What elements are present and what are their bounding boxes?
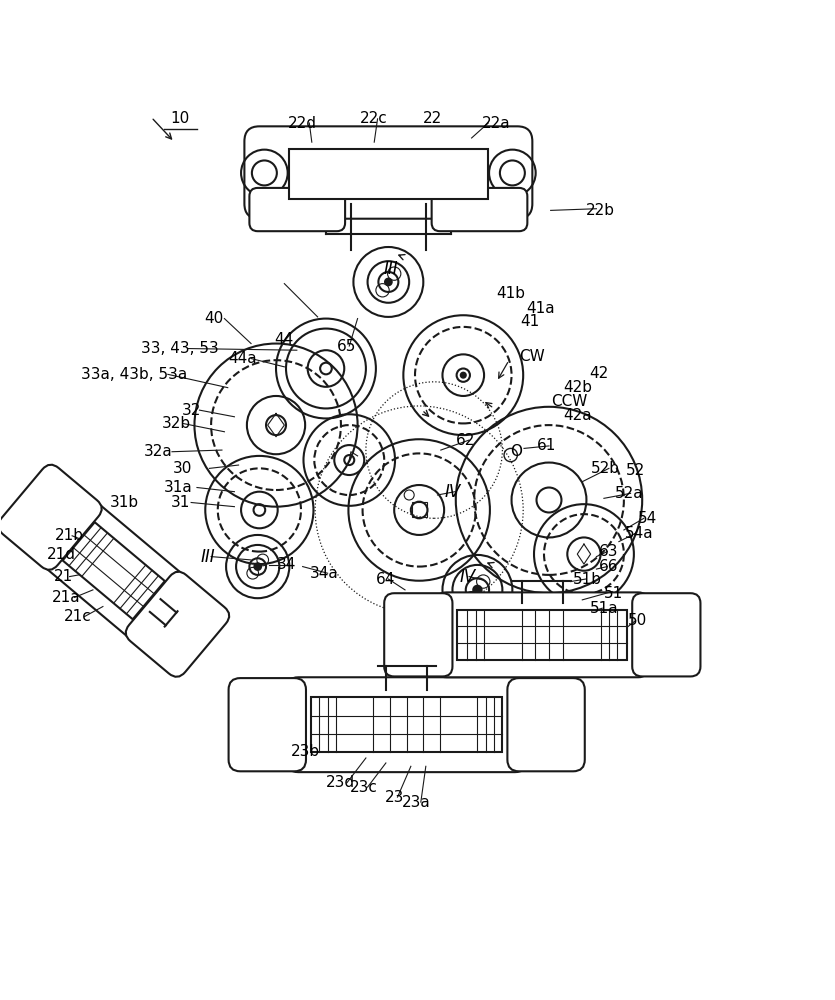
Text: 21b: 21b [55, 528, 84, 543]
FancyBboxPatch shape [432, 188, 528, 231]
Circle shape [461, 373, 466, 378]
Text: 66: 66 [600, 559, 619, 574]
Text: 23d: 23d [326, 775, 356, 790]
Text: 32b: 32b [162, 416, 190, 431]
Text: 22c: 22c [361, 111, 388, 126]
Text: 31b: 31b [110, 495, 139, 510]
Bar [289, 149, 488, 199]
Text: 22: 22 [423, 111, 442, 126]
Text: 23b: 23b [291, 744, 320, 759]
Text: 54: 54 [638, 511, 657, 526]
Text: 50: 50 [628, 613, 647, 628]
FancyBboxPatch shape [0, 465, 102, 570]
FancyBboxPatch shape [229, 678, 306, 771]
FancyBboxPatch shape [508, 678, 584, 771]
Text: 21c: 21c [64, 609, 92, 624]
Text: 41a: 41a [526, 301, 555, 316]
FancyBboxPatch shape [250, 188, 345, 231]
Text: CW: CW [519, 349, 545, 364]
Text: 32a: 32a [144, 444, 172, 459]
FancyBboxPatch shape [245, 126, 533, 219]
Text: 52b: 52b [591, 461, 620, 476]
Text: 31: 31 [170, 495, 190, 510]
FancyBboxPatch shape [436, 592, 649, 677]
Text: III: III [200, 548, 215, 566]
Text: 44: 44 [275, 332, 294, 347]
Text: 52: 52 [626, 463, 645, 478]
Text: 31a: 31a [164, 480, 193, 495]
Text: CCW: CCW [551, 394, 587, 409]
Text: 51: 51 [605, 586, 624, 601]
Text: 22b: 22b [586, 203, 615, 218]
Text: 42a: 42a [563, 408, 592, 423]
FancyBboxPatch shape [632, 593, 701, 676]
Text: 22a: 22a [483, 116, 511, 131]
Text: 30: 30 [173, 461, 193, 476]
Text: O: O [509, 444, 522, 459]
Text: 44a: 44a [229, 351, 257, 366]
Circle shape [255, 563, 261, 570]
Text: 52a: 52a [615, 486, 643, 501]
Text: 21a: 21a [52, 590, 81, 605]
Text: 10: 10 [170, 111, 190, 126]
Bar [311, 697, 503, 752]
Text: 64: 64 [377, 572, 396, 587]
FancyBboxPatch shape [286, 677, 528, 772]
Text: 40: 40 [204, 311, 223, 326]
Circle shape [385, 279, 392, 285]
Circle shape [473, 586, 482, 594]
FancyBboxPatch shape [384, 593, 453, 676]
Text: 62: 62 [456, 433, 475, 448]
Text: 33, 43, 53: 33, 43, 53 [141, 341, 220, 356]
Text: 54a: 54a [625, 526, 653, 541]
FancyBboxPatch shape [126, 572, 230, 677]
Bar [458, 610, 627, 660]
Text: IV: IV [459, 568, 476, 586]
Text: 51a: 51a [590, 601, 618, 616]
Text: 51b: 51b [573, 572, 602, 587]
Text: III: III [383, 260, 398, 278]
Text: 21: 21 [54, 569, 73, 584]
Text: 34: 34 [276, 557, 296, 572]
Text: 65: 65 [337, 339, 357, 354]
Text: 32: 32 [181, 403, 201, 418]
Text: 61: 61 [537, 438, 556, 453]
Text: 23: 23 [384, 790, 404, 805]
Text: 63: 63 [600, 544, 619, 559]
Text: 41: 41 [520, 314, 539, 329]
Text: 41b: 41b [496, 286, 525, 301]
Text: 23c: 23c [350, 780, 377, 795]
Text: 42: 42 [590, 366, 609, 381]
Bar [412, 502, 427, 517]
Text: 23a: 23a [402, 795, 430, 810]
Text: IV: IV [444, 483, 461, 501]
Text: 34a: 34a [310, 566, 339, 581]
Text: 21d: 21d [47, 547, 76, 562]
Text: 42b: 42b [563, 380, 592, 395]
FancyBboxPatch shape [42, 501, 186, 640]
Bar [63, 522, 164, 619]
Text: 22d: 22d [288, 116, 317, 131]
Text: 33a, 43b, 53a: 33a, 43b, 53a [82, 367, 188, 382]
